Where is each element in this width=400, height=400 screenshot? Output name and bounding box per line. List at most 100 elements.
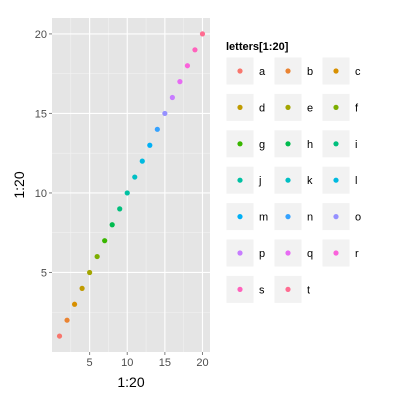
- data-point-g: [102, 238, 108, 244]
- data-point-j: [124, 190, 130, 196]
- data-points: [56, 31, 206, 339]
- legend-label: g: [259, 139, 265, 151]
- legend-label: n: [307, 212, 313, 224]
- legend-key-b: [285, 68, 291, 74]
- legend-key-f: [333, 104, 339, 110]
- legend-label: i: [355, 139, 357, 151]
- legend-item-j: j: [225, 165, 261, 195]
- legend-item-b: b: [273, 56, 313, 86]
- data-point-f: [94, 253, 100, 260]
- x-tick-label: 20: [196, 357, 208, 369]
- legend-label: r: [355, 248, 359, 260]
- legend-key-k: [285, 177, 291, 183]
- legend-key-q: [285, 250, 291, 256]
- data-point-p: [169, 94, 175, 101]
- minor-gridlines: [52, 18, 210, 352]
- legend-key-h: [285, 141, 291, 147]
- legend-key-s: [237, 286, 243, 292]
- legend-label: l: [355, 175, 357, 187]
- legend-label: p: [259, 248, 265, 260]
- legend-item-f: f: [321, 92, 359, 122]
- legend-key-i: [333, 141, 339, 147]
- data-point-l: [139, 158, 145, 164]
- legend-key-g: [237, 141, 243, 147]
- legend-key-l: [333, 177, 339, 183]
- y-tick-label: 20: [35, 29, 47, 41]
- data-point-o: [162, 110, 168, 117]
- x-axis: 5 10 15 20: [87, 352, 209, 369]
- legend-label: j: [258, 175, 261, 187]
- data-point-r: [184, 63, 191, 69]
- legend-key-c: [333, 68, 339, 74]
- data-point-b: [64, 317, 70, 323]
- legend-label: f: [355, 102, 359, 114]
- data-point-i: [117, 206, 123, 212]
- legend-label: d: [259, 102, 265, 114]
- legend-item-n: n: [273, 202, 313, 232]
- legend-item-d: d: [225, 92, 265, 122]
- legend-key-t: [285, 286, 291, 292]
- y-tick-label: 10: [35, 188, 47, 200]
- legend-label: q: [307, 248, 313, 260]
- legend-label: e: [307, 102, 313, 114]
- legend-item-p: p: [225, 238, 265, 268]
- major-gridlines: [52, 18, 210, 352]
- data-point-n: [154, 126, 160, 132]
- legend-label: h: [307, 139, 313, 151]
- legend-item-t: t: [273, 274, 310, 304]
- legend-item-e: e: [273, 92, 313, 122]
- legend-label: k: [307, 175, 313, 187]
- legend-item-c: c: [321, 56, 361, 86]
- data-point-e: [87, 269, 93, 276]
- legend-item-q: q: [273, 238, 313, 268]
- x-axis-title: 1:20: [117, 374, 144, 390]
- legend: letters[1:20] a b c d e f g h i j k l m n o p q r s t: [225, 41, 361, 304]
- y-axis-title: 1:20: [11, 171, 27, 198]
- legend-label: c: [355, 66, 361, 78]
- legend-key-o: [333, 214, 339, 220]
- legend-label: t: [307, 284, 310, 296]
- x-tick-label: 5: [87, 357, 93, 369]
- data-point-q: [177, 79, 183, 85]
- legend-item-s: s: [225, 274, 265, 304]
- legend-item-r: r: [321, 238, 359, 268]
- legend-item-k: k: [273, 165, 313, 195]
- legend-key-e: [285, 104, 291, 110]
- legend-label: o: [355, 212, 361, 224]
- data-point-d: [79, 285, 85, 291]
- data-point-h: [109, 222, 115, 228]
- data-point-k: [132, 174, 138, 180]
- data-point-a: [56, 333, 63, 339]
- data-point-s: [192, 47, 198, 53]
- legend-item-a: a: [225, 56, 266, 86]
- data-point-m: [147, 142, 153, 148]
- legend-key-a: [237, 68, 243, 74]
- data-point-t: [199, 31, 206, 37]
- x-tick-label: 10: [121, 357, 133, 369]
- legend-key-j: [237, 177, 243, 183]
- y-axis: 5 10 15 20: [35, 29, 52, 279]
- legend-key-r: [333, 250, 339, 256]
- legend-item-g: g: [225, 129, 265, 159]
- legend-item-o: o: [321, 202, 361, 232]
- legend-key-p: [237, 250, 243, 256]
- legend-key-n: [285, 214, 291, 220]
- legend-title: letters[1:20]: [226, 41, 289, 53]
- legend-label: s: [259, 284, 265, 296]
- legend-item-l: l: [321, 165, 357, 195]
- legend-label: b: [307, 66, 313, 78]
- legend-key-m: [237, 214, 243, 220]
- legend-key-d: [237, 104, 243, 110]
- legend-label: a: [259, 66, 266, 78]
- legend-label: m: [259, 212, 268, 224]
- y-tick-label: 15: [35, 108, 47, 120]
- legend-item-i: i: [321, 129, 357, 159]
- legend-item-h: h: [273, 129, 313, 159]
- data-point-c: [71, 301, 78, 307]
- legend-item-m: m: [225, 202, 268, 232]
- plot-panel: [52, 18, 210, 352]
- y-tick-label: 5: [41, 267, 47, 279]
- x-tick-label: 15: [159, 357, 171, 369]
- legend-key-background: [321, 56, 351, 86]
